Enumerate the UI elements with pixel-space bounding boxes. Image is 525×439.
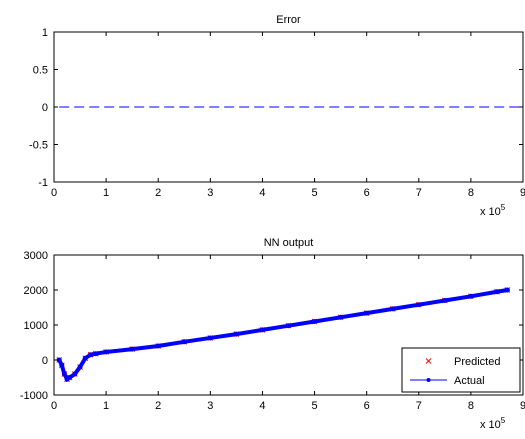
actual-point	[312, 319, 318, 324]
error-plot-y-tick-label: -1	[38, 177, 48, 189]
actual-point	[103, 349, 109, 355]
actual-point	[207, 335, 213, 341]
actual-point	[364, 310, 370, 316]
nn-output-plot-y-tick-label: 1000	[24, 320, 48, 332]
nn-output-plot-x-multiplier-base: x 10	[480, 419, 501, 431]
error-plot-x-tick-label: 0	[51, 187, 57, 199]
error-plot-x-tick-label: 5	[311, 187, 317, 199]
actual-point	[504, 287, 510, 293]
error-plot-y-tick-label: 0	[42, 102, 48, 114]
error-plot-x-tick-label: 7	[416, 187, 422, 199]
legend-label: Predicted	[454, 356, 500, 368]
nn-output-plot-y-tick-label: -1000	[20, 390, 48, 402]
actual-point	[233, 331, 239, 337]
actual-point	[259, 327, 265, 333]
error-plot-x-multiplier: x 105	[480, 203, 506, 218]
actual-point	[129, 346, 135, 352]
error-plot: Error 0 1 2 3 4 5 6 7 8 9-1-0.500.51 x 105	[29, 14, 525, 218]
actual-point	[390, 306, 396, 312]
actual-point	[56, 357, 62, 363]
actual-point	[442, 298, 448, 303]
actual-point	[87, 352, 93, 358]
error-plot-x-multiplier-exponent: 5	[501, 203, 506, 212]
actual-point	[61, 371, 67, 377]
error-plot-x-tick-label: 4	[259, 187, 265, 199]
error-plot-x-tick-label: 6	[364, 187, 370, 199]
error-plot-title: Error	[276, 14, 301, 26]
actual-point	[72, 371, 78, 377]
actual-point	[494, 289, 500, 295]
actual-point	[82, 355, 88, 361]
nn-output-legend: Predicted Actual	[401, 347, 521, 393]
nn-output-plot-x-multiplier-exponent: 5	[501, 416, 506, 425]
actual-point	[338, 314, 344, 320]
nn-output-plot-x-tick-label: 3	[207, 400, 213, 412]
actual-point	[416, 302, 422, 308]
legend-item-actual: Actual	[410, 375, 485, 387]
actual-point	[155, 343, 161, 349]
error-plot-y-tick-label: 0.5	[33, 65, 48, 77]
nn-output-plot-y-tick-label: 0	[42, 355, 48, 367]
nn-output-plot-x-tick-label: 6	[364, 400, 370, 412]
legend-box	[401, 347, 521, 393]
actual-point	[286, 323, 291, 329]
nn-output-plot-x-multiplier: x 105	[480, 416, 506, 431]
error-plot-x-tick-label: 8	[468, 187, 474, 199]
legend-item-predicted: Predicted	[425, 356, 500, 368]
nn-output-plot-x-tick-label: 7	[416, 400, 422, 412]
nn-output-plot-x-tick-label: 9	[520, 400, 525, 412]
legend-label: Actual	[454, 375, 485, 387]
error-plot-x-tick-label: 1	[103, 187, 109, 199]
error-plot-x-multiplier-base: x 10	[480, 206, 501, 218]
nn-output-plot-x-tick-label: 1	[103, 400, 109, 412]
nn-output-plot-x-tick-label: 2	[155, 400, 161, 412]
error-plot-x-tick-label: 2	[155, 187, 161, 199]
nn-output-plot-x-tick-label: 4	[259, 400, 265, 412]
error-plot-y-tick-label: -0.5	[29, 140, 48, 152]
nn-output-plot-title: NN output	[264, 237, 314, 249]
error-plot-y-tick-label: 1	[42, 27, 48, 39]
nn-output-plot-y-tick-label: 3000	[24, 250, 48, 262]
actual-point	[77, 364, 83, 370]
actual-point	[59, 362, 65, 368]
error-plot-x-tick-label: 9	[520, 187, 525, 199]
nn-output-plot-y-tick-label: 2000	[24, 285, 48, 297]
actual-point	[93, 351, 99, 357]
actual-point	[468, 293, 474, 299]
actual-point	[67, 375, 73, 380]
nn-output-plot-x-tick-label: 0	[51, 400, 57, 412]
error-plot-x-tick-label: 3	[207, 187, 213, 199]
nn-output-plot-x-tick-label: 8	[468, 400, 474, 412]
actual-point	[181, 339, 187, 345]
nn-output-plot-x-tick-label: 5	[311, 400, 317, 412]
